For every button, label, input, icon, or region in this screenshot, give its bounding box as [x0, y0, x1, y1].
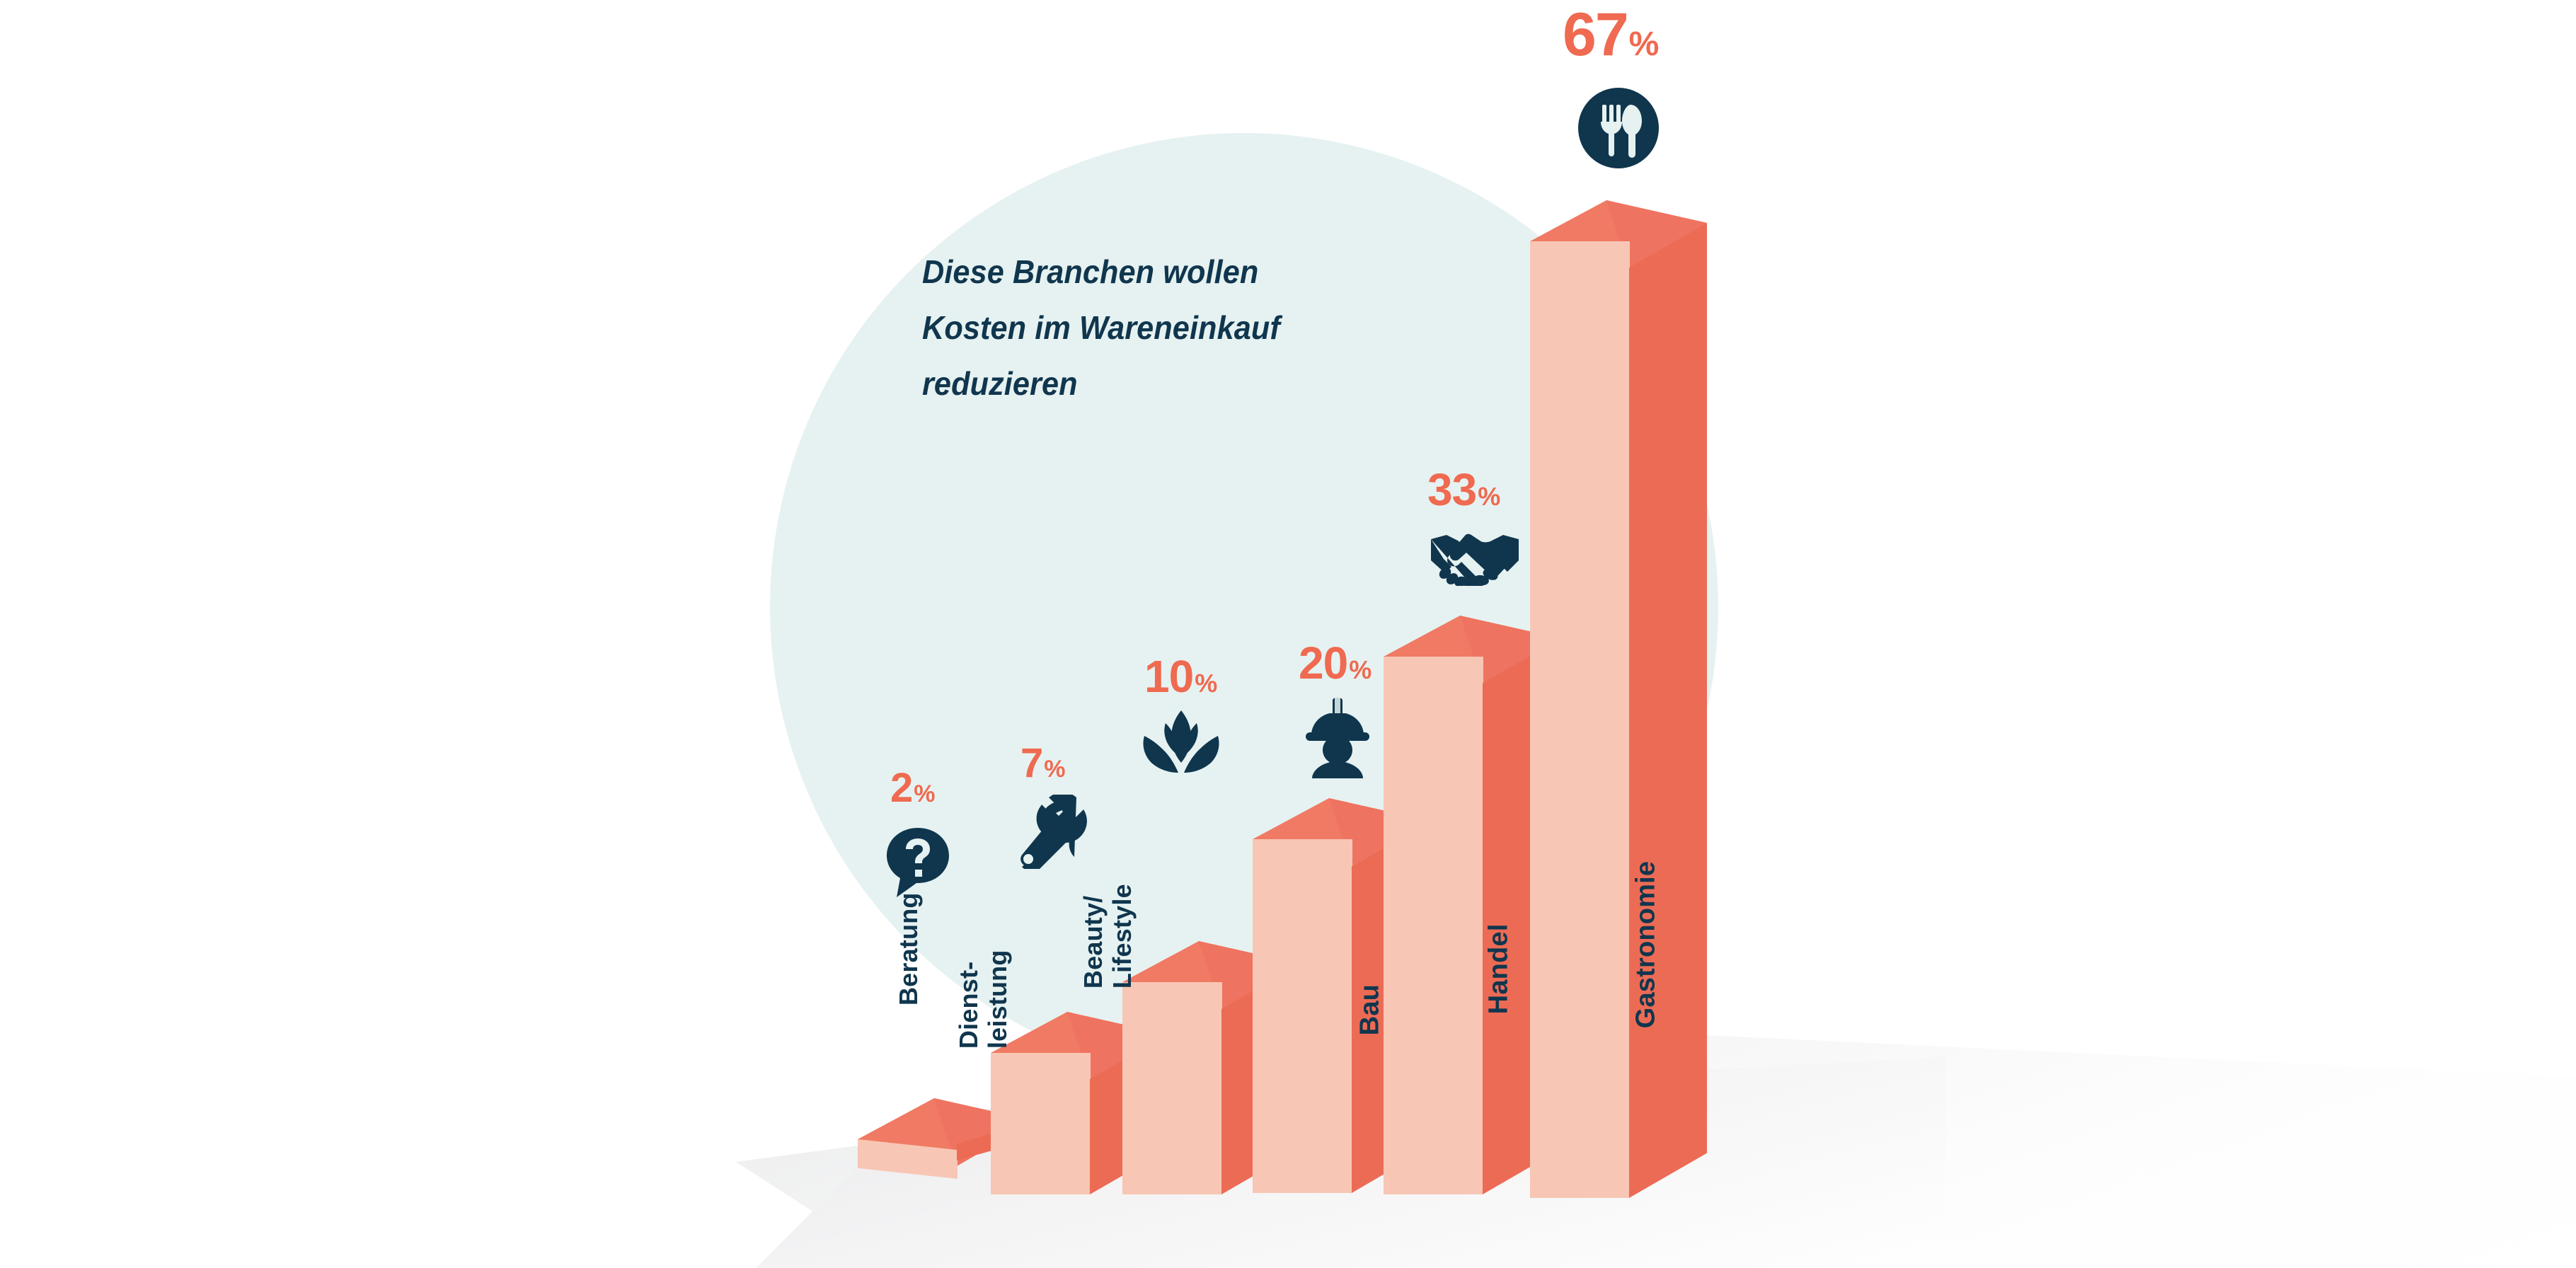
bar-label-beratung: Beratung [893, 892, 923, 1006]
bar-value-number: 67 [1563, 1, 1629, 69]
percent-sign: % [1195, 669, 1218, 698]
bar-value-number: 10 [1144, 651, 1194, 702]
bar-value-number: 7 [1020, 740, 1043, 786]
bar-label-handel: Handel [1483, 923, 1514, 1015]
bar-label-bau: Bau [1355, 984, 1385, 1036]
construction-worker-icon [1302, 693, 1373, 778]
cutlery-icon [1577, 86, 1660, 170]
bar-value-handel: 33% [1427, 467, 1500, 512]
bar-side-face [1629, 223, 1707, 1198]
bar-value-beratung: 2% [890, 768, 936, 809]
bar-front-face [1530, 241, 1630, 1198]
lotus-flower-icon [1142, 709, 1221, 774]
bar-front-face [1122, 982, 1222, 1194]
percent-sign: % [1628, 25, 1660, 63]
bar-front-face [1384, 657, 1483, 1194]
percent-sign: % [914, 780, 936, 807]
bar-value-beauty-lifestyle: 10% [1144, 654, 1217, 699]
handshake-icon [1430, 524, 1520, 586]
percent-sign: % [1349, 655, 1372, 684]
bar-gastronomie [1530, 200, 1707, 1211]
wrench-icon [1013, 795, 1088, 869]
bar-label-beauty-lifestyle: Beauty/ Lifestyle [1078, 884, 1137, 989]
percent-sign: % [1478, 482, 1501, 511]
page-title: Diese Branchen wollen Kosten im Warenein… [922, 253, 1280, 403]
bar-value-number: 2 [890, 765, 913, 811]
bar-front-face [991, 1053, 1091, 1194]
bar-value-gastronomie: 67% [1563, 4, 1659, 65]
bar-label-gastronomie: Gastronomie [1631, 860, 1661, 1029]
bar-value-dienstleistung: 7% [1020, 743, 1066, 784]
bar-value-number: 20 [1299, 638, 1348, 688]
bar-value-bau: 20% [1299, 640, 1372, 686]
bar-label-dienstleistung: Dienst- leistung [953, 950, 1012, 1049]
question-speech-bubble-icon [885, 826, 950, 904]
bar-front-face [1253, 839, 1352, 1193]
bar-value-number: 33 [1427, 464, 1477, 515]
percent-sign: % [1044, 756, 1066, 783]
